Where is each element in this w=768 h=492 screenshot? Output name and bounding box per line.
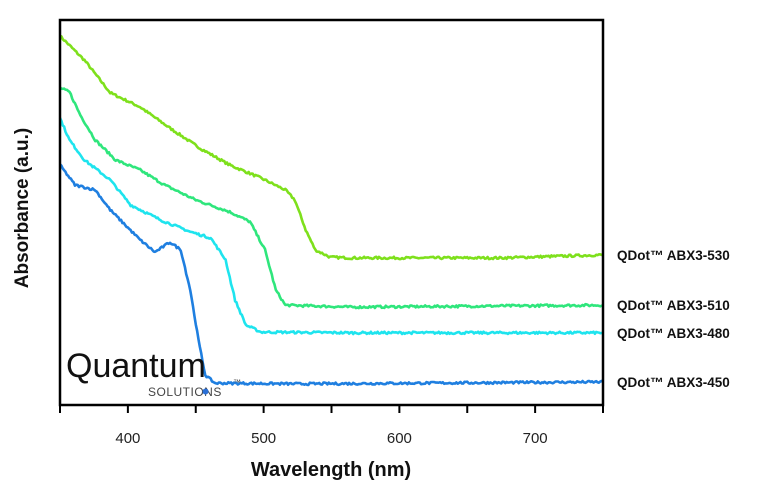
logo-dot-icon — [202, 388, 209, 395]
logo-tm: ™ — [233, 378, 241, 387]
series-labels: QDot™ ABX3-530 QDot™ ABX3-510 QDot™ ABX3-4… — [617, 248, 730, 390]
series-label-3: QDot™ ABX3-450 — [617, 375, 730, 390]
x-axis-title: Wavelength (nm) — [251, 459, 411, 481]
x-tick-label: 500 — [251, 430, 276, 447]
series-line-3 — [59, 163, 604, 387]
logo-sub: SOLUTIONS — [148, 385, 222, 399]
series-line-1 — [59, 86, 604, 310]
series-line-2 — [58, 117, 604, 336]
x-ticks: 400 500 600 700 — [59, 405, 604, 447]
series-label-1: QDot™ ABX3-510 — [617, 298, 730, 313]
logo-word: Quantum — [66, 347, 206, 385]
series-label-0: QDot™ ABX3-530 — [617, 248, 730, 263]
series-label-2: QDot™ ABX3-480 — [617, 326, 730, 341]
x-tick-label: 400 — [115, 430, 140, 447]
series-line-0 — [59, 35, 603, 261]
x-tick-label: 700 — [523, 430, 548, 447]
series-layer — [58, 35, 604, 387]
logo: Quantum SOLUTIONS ™ — [66, 347, 241, 399]
y-axis-title: Absorbance (a.u.) — [12, 128, 33, 288]
x-tick-label: 600 — [387, 430, 412, 447]
